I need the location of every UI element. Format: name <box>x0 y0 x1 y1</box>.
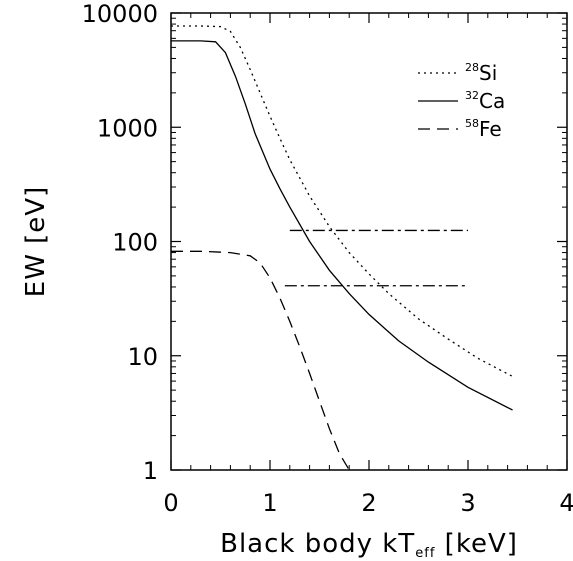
x-tick-label: 1 <box>262 489 277 517</box>
legend-element-name: Si <box>479 61 497 85</box>
y-tick-label: 1000 <box>97 114 158 142</box>
series-line-fe <box>171 250 350 471</box>
y-axis-title: EW [eV] <box>21 186 51 297</box>
legend-element-name: Fe <box>479 117 502 141</box>
x-tick-label: 0 <box>163 489 178 517</box>
y-tick-label: 10000 <box>82 0 158 28</box>
plot-frame <box>170 12 568 471</box>
legend-entry-ca: 32Ca <box>465 89 505 113</box>
reference-lines <box>284 229 468 287</box>
x-axis-title: Black body kTeff [keV] <box>220 529 518 561</box>
axis-ticks <box>170 12 568 471</box>
x-axis-title-unit: [keV] <box>435 529 517 559</box>
legend-element-name: Ca <box>479 89 505 113</box>
x-axis-title-main: Black body kT <box>220 529 415 559</box>
plot-area-border <box>170 12 568 471</box>
series-layer <box>171 25 513 471</box>
legend-isotope-mass: 58 <box>465 117 479 130</box>
legend-isotope-mass: 32 <box>465 89 479 102</box>
x-tick-label: 4 <box>559 489 573 517</box>
y-tick-label: 10 <box>127 343 158 371</box>
series-line-ca <box>171 40 513 411</box>
x-tick-label: 3 <box>460 489 475 517</box>
y-tick-label: 100 <box>112 229 158 257</box>
x-axis-title-subscript: eff <box>415 546 435 561</box>
legend-isotope-mass: 28 <box>465 61 479 74</box>
legend-entry-si: 28Si <box>465 61 497 85</box>
legend-entry-fe: 58Fe <box>465 117 502 141</box>
x-tick-label: 2 <box>361 489 376 517</box>
y-tick-label: 1 <box>143 457 158 485</box>
series-line-si <box>171 25 513 377</box>
